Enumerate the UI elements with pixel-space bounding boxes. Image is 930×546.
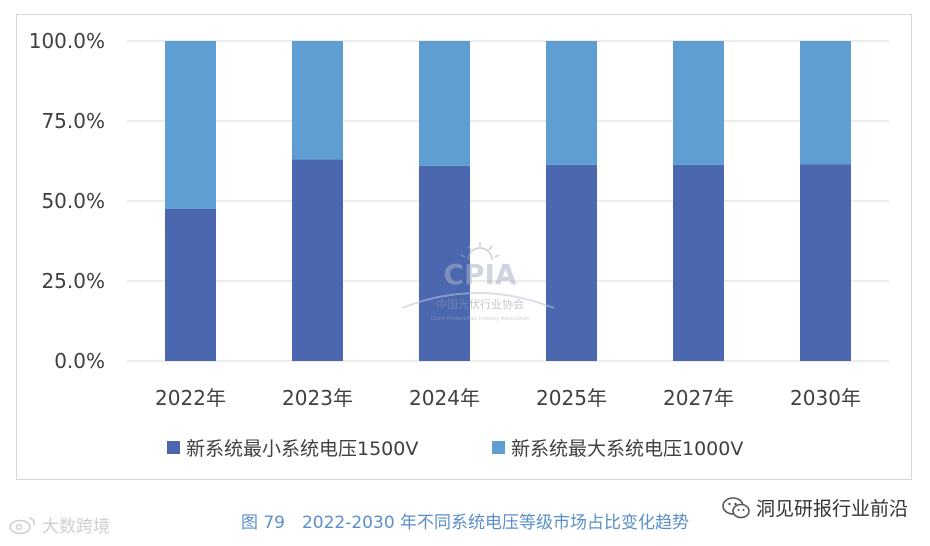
y-tick-label: 100.0% xyxy=(29,29,105,53)
legend-label: 新系统最大系统电压1000V xyxy=(511,438,743,460)
legend-swatch xyxy=(492,441,505,454)
legend-label: 新系统最小系统电压1500V xyxy=(186,438,418,460)
y-tick-label: 0.0% xyxy=(54,349,105,373)
bar-1500v-0 xyxy=(165,209,216,361)
cpia-logo-subtitle-en: China Photovoltaic Industry Association xyxy=(431,316,530,322)
bars xyxy=(165,41,851,361)
bar-1000v-2 xyxy=(419,41,470,166)
bar-1500v-5 xyxy=(800,164,851,361)
source-text: 洞见研报行业前沿 xyxy=(755,498,908,520)
legend-swatch xyxy=(167,441,180,454)
bar-1000v-0 xyxy=(165,41,216,209)
bar-1000v-5 xyxy=(800,41,851,165)
cpia-watermark-logo: CPIA 中国光伏行业协会 China Photovoltaic Industr… xyxy=(401,242,555,322)
bar-1500v-1 xyxy=(292,159,343,361)
bar-1000v-1 xyxy=(292,41,343,160)
cpia-logo-subtitle: 中国光伏行业协会 xyxy=(436,297,524,311)
cpia-logo-text: CPIA xyxy=(443,258,516,291)
x-tick-label: 2023年 xyxy=(282,386,353,410)
bar-1500v-2 xyxy=(419,165,470,361)
bar-1500v-4 xyxy=(673,164,724,361)
bar-1000v-3 xyxy=(546,41,597,165)
wechat-icon xyxy=(722,496,750,518)
x-tick-label: 2030年 xyxy=(790,386,861,410)
legend: 新系统最小系统电压1500V 新系统最大系统电压1000V xyxy=(167,438,743,460)
bar-1000v-4 xyxy=(673,41,724,165)
y-tick-label: 50.0% xyxy=(41,189,105,213)
corner-watermark: 大数跨境 xyxy=(8,512,110,537)
x-axis-ticks: 2022年 2023年 2024年 2025年 2027年 2030年 xyxy=(155,386,861,410)
bar-1500v-3 xyxy=(546,164,597,361)
x-tick-label: 2024年 xyxy=(409,386,480,410)
x-tick-label: 2027年 xyxy=(663,386,734,410)
corner-watermark-text: 大数跨境 xyxy=(42,517,110,537)
y-axis-ticks: 0.0% 25.0% 50.0% 75.0% 100.0% xyxy=(29,29,105,373)
x-tick-label: 2025年 xyxy=(536,386,607,410)
y-tick-label: 25.0% xyxy=(41,269,105,293)
figure-caption: 图 79 2022-2030 年不同系统电压等级市场占比变化趋势 xyxy=(240,513,690,533)
x-tick-label: 2022年 xyxy=(155,386,226,410)
grid-lines xyxy=(127,40,889,362)
y-tick-label: 75.0% xyxy=(41,109,105,133)
weibo-icon xyxy=(9,516,35,534)
source-label: 洞见研报行业前沿 xyxy=(722,494,908,521)
